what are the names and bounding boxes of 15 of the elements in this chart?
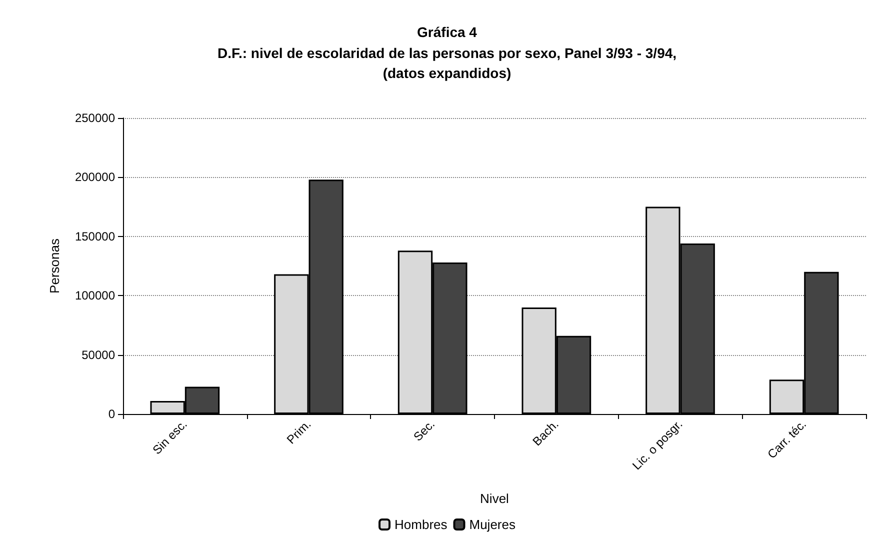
chart-title: Gráfica 4 (417, 24, 478, 40)
y-tick-label: 250000 (74, 111, 116, 125)
y-axis-title: Personas (47, 238, 62, 294)
x-tick-label: Carr. téc. (764, 417, 810, 462)
y-tick-label: 150000 (74, 229, 116, 244)
y-tick-label: 200000 (74, 170, 116, 184)
chart-subtitle: D.F.: nivel de escolaridad de las personas por sexo, Panel 3/93 - 3/94, (datos expandidos) (217, 45, 677, 81)
y-tick-label: 0 (108, 407, 116, 421)
x-tick-label: Sin esc. (150, 417, 190, 458)
legend-label: Hombres (394, 517, 448, 532)
x-axis-title: Nivel (480, 491, 510, 506)
legend-label: Mujeres (469, 517, 516, 532)
y-tick-label: 50000 (82, 348, 116, 362)
y-tick-label: 100000 (74, 288, 116, 303)
x-tick-label: Sec. (410, 417, 438, 444)
